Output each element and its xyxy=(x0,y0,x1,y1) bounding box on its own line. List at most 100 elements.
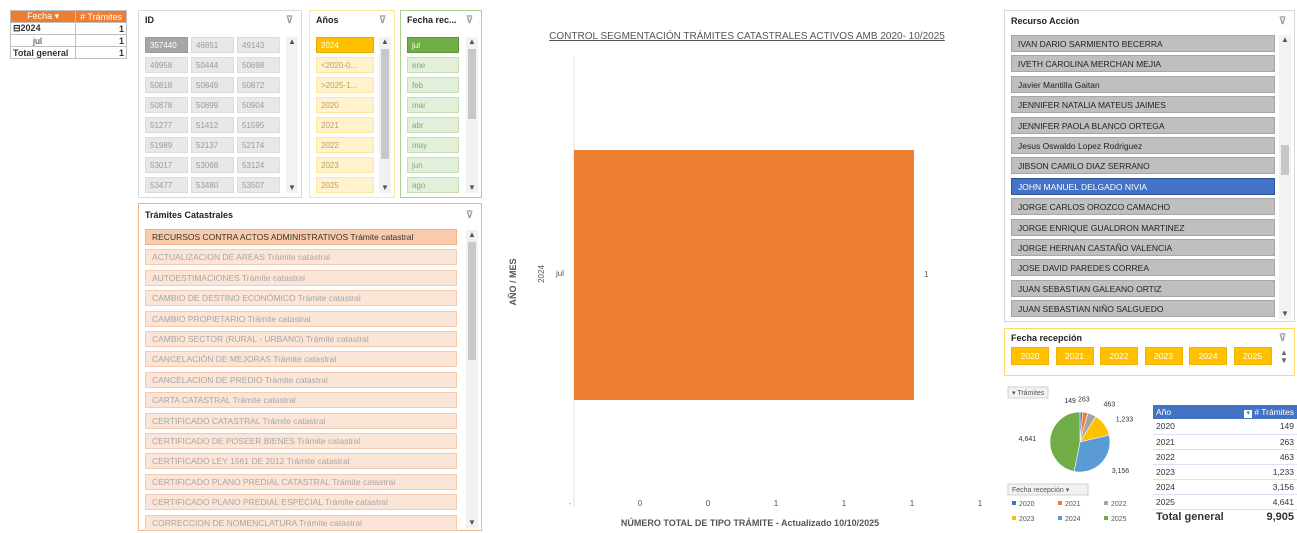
recurso-slicer-item[interactable]: JUAN SEBASTIAN GALEANO ORTIZ xyxy=(1011,279,1275,297)
id-slicer-item[interactable]: 49958 xyxy=(145,57,188,73)
legend-label[interactable]: 2022 xyxy=(1111,501,1127,508)
id-slicer-item[interactable]: 51277 xyxy=(145,117,188,133)
recurso-slicer-item[interactable]: JIBSON CAMILO DIAZ SERRANO xyxy=(1011,157,1275,175)
bar[interactable] xyxy=(574,150,914,400)
fecha-slicer-scrollbar[interactable]: ▲ ▼ xyxy=(466,37,478,193)
anos-slicer-item[interactable]: 2021 xyxy=(316,117,374,133)
recurso-slicer-item[interactable]: IVAN DARIO SARMIENTO BECERRA xyxy=(1011,35,1275,52)
legend-label[interactable]: 2024 xyxy=(1065,516,1081,523)
legend-label[interactable]: 2025 xyxy=(1111,516,1127,523)
tramite-slicer-item[interactable]: CANCELACIÓN DE MEJORAS Trámite catastral xyxy=(145,351,457,368)
id-slicer-item[interactable]: 53477 xyxy=(145,177,188,193)
fecha-slicer-item[interactable]: feb xyxy=(407,77,459,93)
recurso-slicer-item[interactable]: Jesus Oswaldo Lopez Rodriguez xyxy=(1011,137,1275,154)
id-slicer-item[interactable]: 50878 xyxy=(145,97,188,113)
id-slicer-item[interactable]: 49143 xyxy=(237,37,280,53)
id-slicer-item[interactable]: 52174 xyxy=(237,137,280,153)
pie-slice[interactable] xyxy=(1073,434,1111,473)
recurso-slicer-item[interactable]: JENNIFER NATALIA MATEUS JAIMES xyxy=(1011,96,1275,114)
fecha-slicer-item[interactable]: ene xyxy=(407,57,459,73)
pie-field-button[interactable] xyxy=(1007,386,1049,399)
clear-filter-icon[interactable]: ⊽ xyxy=(465,14,474,26)
id-slicer-item[interactable]: 50444 xyxy=(191,57,234,73)
id-slicer-item[interactable]: 50904 xyxy=(237,97,280,113)
anos-slicer-scrollbar[interactable]: ▲ ▼ xyxy=(379,37,391,193)
pivot-row-label[interactable]: ⊟2024 xyxy=(9,22,77,35)
fecha-recepcion-item[interactable]: 2023 xyxy=(1144,347,1183,365)
tramite-slicer-item[interactable]: CAMBIO PROPIETARIO Trámite catastral xyxy=(145,310,457,327)
fecha-recepcion-item[interactable]: 2025 xyxy=(1233,347,1272,365)
scroll-up-icon[interactable]: ▲ xyxy=(468,37,476,46)
scroll-up-icon[interactable]: ▲ xyxy=(288,37,296,46)
scroll-thumb[interactable] xyxy=(1281,145,1289,175)
fecha-slicer-item[interactable]: ago xyxy=(407,177,459,193)
id-slicer-item[interactable]: 51989 xyxy=(145,137,188,153)
tramite-slicer-item[interactable]: CERTIFICADO PLANO PREDIAL ESPECIAL Trámi… xyxy=(145,494,457,511)
recurso-slicer-item[interactable]: JENNIFER PAOLA BLANCO ORTEGA xyxy=(1011,116,1275,134)
anos-slicer-item[interactable]: 2025 xyxy=(316,177,374,193)
legend-label[interactable]: 2020 xyxy=(1019,501,1035,508)
recurso-slicer-item[interactable]: IVETH CAROLINA MERCHAN MEJIA xyxy=(1011,55,1275,73)
scroll-down-icon[interactable]: ▼ xyxy=(1281,309,1289,318)
legend-label[interactable]: 2023 xyxy=(1019,516,1035,523)
fecha-recepcion-item[interactable]: 2024 xyxy=(1189,347,1227,365)
id-slicer-item[interactable]: 52137 xyxy=(191,137,234,153)
scroll-thumb[interactable] xyxy=(468,242,476,360)
fecha-recepcion-item[interactable]: 2022 xyxy=(1100,347,1138,365)
recurso-slicer-scrollbar[interactable]: ▲ ▼ xyxy=(1279,35,1291,319)
anos-slicer-item[interactable]: 2022 xyxy=(316,137,374,153)
legend-label[interactable]: 2021 xyxy=(1065,501,1081,508)
tramite-slicer-item[interactable]: CERTIFICADO DE POSEER BIENES Trámite cat… xyxy=(145,433,457,449)
scroll-up-icon[interactable]: ▲ xyxy=(468,230,476,239)
clear-filter-icon[interactable]: ⊽ xyxy=(378,14,387,26)
tramite-slicer-item[interactable]: ACTUALIZACION DE AREAS Trámite catastral xyxy=(145,249,457,266)
recurso-slicer-item[interactable]: Javier Mantilla Gaitan xyxy=(1011,75,1275,93)
anos-slicer-item[interactable]: >2025-1... xyxy=(316,77,374,93)
id-slicer-item[interactable]: 50698 xyxy=(237,57,280,73)
recurso-slicer-item[interactable]: JOHN MANUEL DELGADO NIVIA xyxy=(1011,177,1275,195)
pie-chart[interactable]: ▾ Trámites 149 263 463 1,233 3,156 4,641 Fech… xyxy=(1004,382,1150,532)
recurso-slicer-item[interactable]: JORGE CARLOS OROZCO CAMACHO xyxy=(1011,198,1275,216)
scroll-up-icon[interactable]: ▲ xyxy=(1281,35,1289,44)
id-slicer-item[interactable]: 53124 xyxy=(237,157,280,173)
scroll-down-icon[interactable]: ▼ xyxy=(381,183,389,192)
fecha-recepcion-item[interactable]: 2020 xyxy=(1011,347,1049,365)
tramites-header[interactable]: ▾ # Trámites xyxy=(1235,405,1297,419)
id-slicer-item[interactable]: 51412 xyxy=(191,117,234,133)
tramite-slicer-item[interactable]: AUTOESTIMACIONES Trámite catastral xyxy=(145,269,457,286)
pivot-header-fecha[interactable]: Fecha ▾ xyxy=(9,10,77,23)
id-slicer-item[interactable]: 50899 xyxy=(191,97,234,113)
fecha-recepcion-item[interactable]: 2021 xyxy=(1055,347,1094,365)
main-bar-chart[interactable]: CONTROL SEGMENTACIÓN TRÁMITES CATASTRALE… xyxy=(492,12,997,531)
tramite-slicer-item[interactable]: RECURSOS CONTRA ACTOS ADMINISTRATIVOS Tr… xyxy=(145,229,457,245)
id-slicer-item[interactable]: 53017 xyxy=(145,157,188,173)
id-slicer-item[interactable]: 53068 xyxy=(191,157,234,173)
clear-filter-icon[interactable]: ⊽ xyxy=(465,209,474,221)
scroll-down-icon[interactable]: ▼ xyxy=(288,183,296,192)
scroll-thumb[interactable] xyxy=(381,49,389,159)
id-slicer-item[interactable]: 50818 xyxy=(145,77,188,93)
id-slicer-item[interactable]: 46851 xyxy=(191,37,234,53)
clear-filter-icon[interactable]: ⊽ xyxy=(285,14,294,26)
fecha-slicer-item[interactable]: jun xyxy=(407,157,459,173)
scroll-updown-icon[interactable]: ▲ ▼ xyxy=(1280,348,1288,365)
scroll-down-icon[interactable]: ▼ xyxy=(468,183,476,192)
recurso-slicer-item[interactable]: JUAN SEBASTIAN NIÑO SALGUEDO xyxy=(1011,300,1275,318)
scroll-down-icon[interactable]: ▼ xyxy=(468,518,476,527)
tramite-slicer-item[interactable]: CERTIFICADO LEY 1561 DE 2012 Trámite cat… xyxy=(145,453,457,470)
anos-slicer-item[interactable]: 2023 xyxy=(316,157,374,173)
tramite-slicer-item[interactable]: CAMBIO SECTOR (RURAL - URBANO) Trámite c… xyxy=(145,331,457,347)
anos-slicer-item[interactable]: <2020-0... xyxy=(316,57,374,73)
pivot-header-tramites[interactable]: # Trámites xyxy=(75,10,127,23)
clear-filter-icon[interactable]: ⊽ xyxy=(1278,332,1287,344)
anos-slicer-item[interactable]: 2020 xyxy=(316,97,374,113)
fecha-slicer-item[interactable]: mar xyxy=(407,97,459,113)
id-slicer-item[interactable]: 50872 xyxy=(237,77,280,93)
dropdown-icon[interactable]: ▾ xyxy=(1244,409,1253,418)
id-slicer-item[interactable]: 50849 xyxy=(191,77,234,93)
tramite-slicer-item[interactable]: CARTA CATASTRAL Trámite catastral xyxy=(145,392,457,409)
scroll-up-icon[interactable]: ▲ xyxy=(381,37,389,46)
id-slicer-item[interactable]: 51595 xyxy=(237,117,280,133)
fecha-slicer-item[interactable]: abr xyxy=(407,117,459,133)
recurso-slicer-item[interactable]: JORGE HERNAN CASTAÑO VALENCIA xyxy=(1011,239,1275,256)
